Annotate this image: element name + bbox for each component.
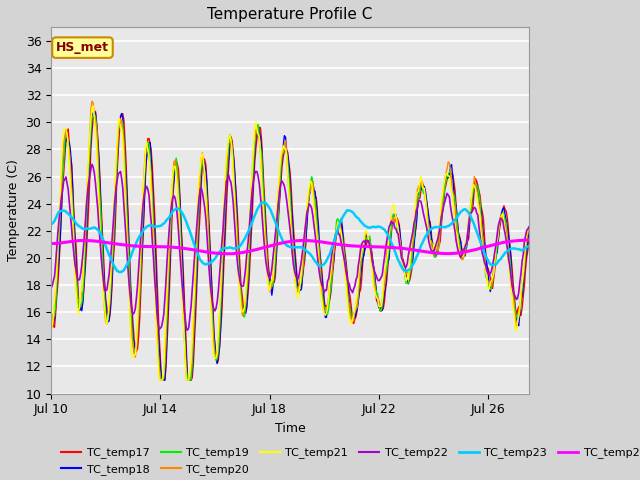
Title: Temperature Profile C: Temperature Profile C [207, 7, 372, 22]
Y-axis label: Temperature (C): Temperature (C) [7, 159, 20, 262]
X-axis label: Time: Time [275, 422, 305, 435]
Legend: TC_temp17, TC_temp18, TC_temp19, TC_temp20, TC_temp21, TC_temp22, TC_temp23, TC_: TC_temp17, TC_temp18, TC_temp19, TC_temp… [57, 443, 640, 480]
Text: HS_met: HS_met [56, 41, 109, 54]
